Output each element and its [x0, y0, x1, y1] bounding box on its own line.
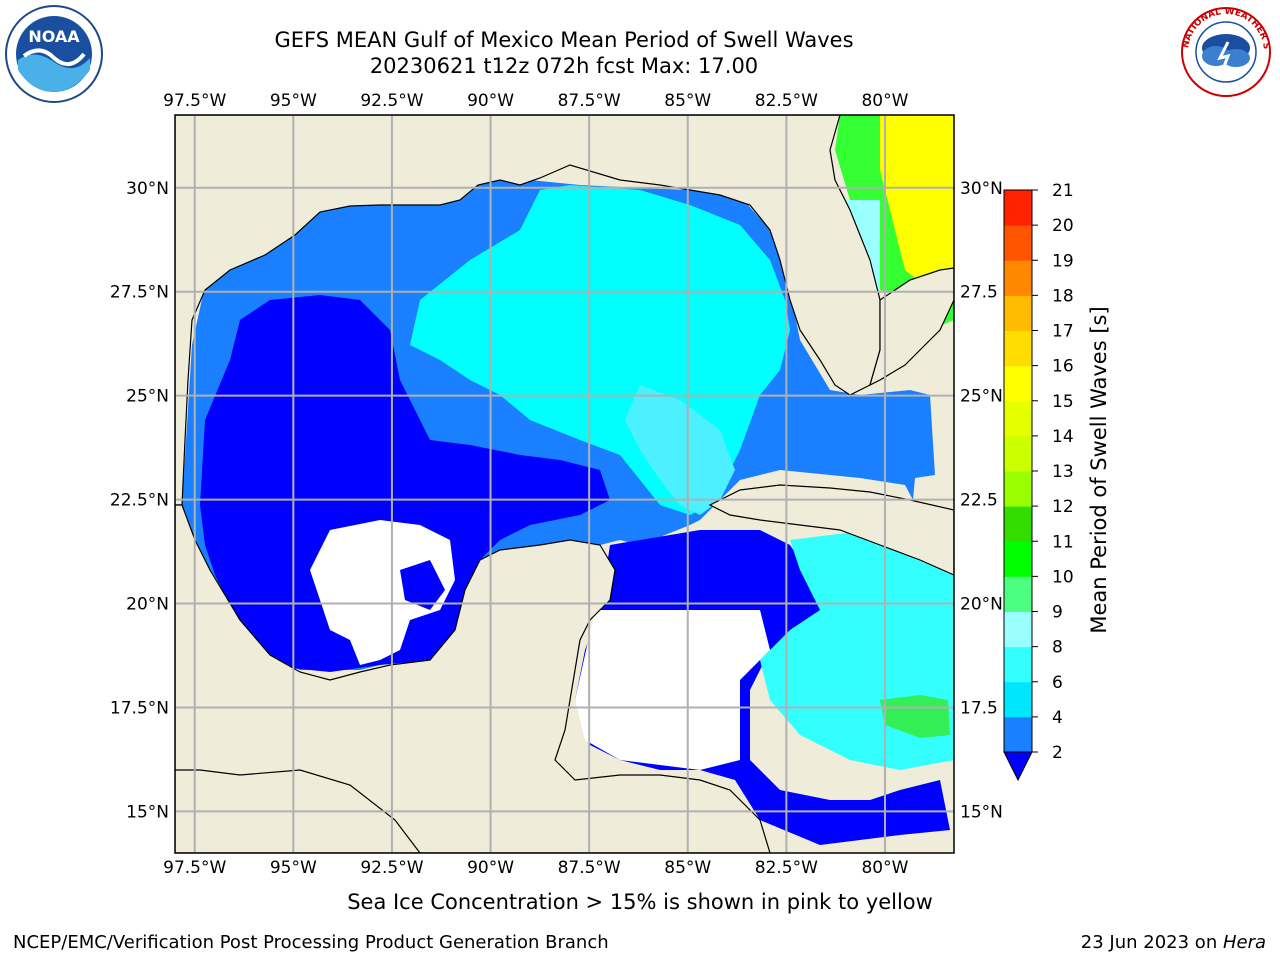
colorbar-extend-arrow: [1003, 751, 1033, 782]
map-area: [175, 115, 954, 853]
noaa-logo-icon: NOAA: [5, 5, 103, 103]
region-atlantic-yellow: [880, 115, 954, 300]
lon-labels-bottom: 97.5°W 95°W 92.5°W 90°W 87.5°W 85°W 82.5°W 80°W: [163, 858, 908, 878]
colorbar-swatch: [1004, 330, 1032, 367]
chart-title: GEFS MEAN Gulf of Mexico Mean Period of …: [274, 28, 854, 52]
lat-label-left: 22.5°N: [110, 491, 169, 511]
noaa-logo-text: NOAA: [28, 27, 80, 46]
chart-subtitle: 20230621 t12z 072h fcst Max: 17.00: [369, 54, 759, 78]
colorbar-swatch: [1004, 471, 1032, 507]
graticule: [175, 115, 954, 853]
colorbar-swatch: [1004, 541, 1032, 577]
colorbar-swatch: [1004, 400, 1032, 437]
region-nodata-west-inner: [400, 560, 445, 610]
colorbar-tick-label: 8: [1052, 638, 1063, 658]
land-florida-south: [869, 267, 954, 387]
lon-label-bottom: 87.5°W: [558, 858, 621, 878]
lon-label-bottom: 92.5°W: [360, 858, 423, 878]
colorbar-tick-label: 21: [1052, 181, 1074, 201]
colorbar-tick-label: 9: [1052, 603, 1063, 623]
footer-date: 23 Jun 2023 on Hera: [1081, 932, 1266, 953]
colorbar-tick-label: 15: [1052, 392, 1074, 412]
colorbar-tick-label: 2: [1052, 743, 1063, 763]
lat-label-right: 30°N: [960, 179, 1003, 199]
region-caribbean-green: [880, 695, 950, 738]
region-caribbean-white-pocket: [575, 610, 770, 770]
lat-label-left: 20°N: [126, 595, 169, 615]
colorbar-swatch: [1004, 716, 1032, 753]
lon-label-bottom: 85°W: [664, 858, 711, 878]
colorbar-swatch: [1004, 506, 1032, 542]
lon-label-bottom: 95°W: [270, 858, 317, 878]
lat-label-right: 22.5: [960, 491, 998, 511]
colorbar-tick-label: 13: [1052, 462, 1074, 482]
lat-label-right: 17.5: [960, 698, 998, 718]
lon-label-top: 97.5°W: [163, 91, 226, 111]
colorbar-swatch: [1004, 681, 1032, 718]
colorbar-tick-label: 16: [1052, 357, 1074, 377]
map-frame: [174, 114, 955, 854]
colorbar-swatch: [1004, 365, 1032, 402]
colorbar-tick-label: 4: [1052, 708, 1063, 728]
sea-ice-caption: Sea Ice Concentration > 15% is shown in …: [347, 890, 933, 914]
colorbar-tick-label: 19: [1052, 251, 1074, 271]
lat-label-left: 15°N: [126, 802, 169, 822]
colorbar-swatch: [1004, 260, 1032, 296]
lat-label-left: 25°N: [126, 387, 169, 407]
colorbar-tick-label: 17: [1052, 322, 1074, 342]
lat-label-right: 15°N: [960, 802, 1003, 822]
lon-label-top: 92.5°W: [360, 91, 423, 111]
region-central-light-cyan: [625, 385, 735, 515]
lat-label-left: 27.5°N: [110, 283, 169, 303]
colorbar-swatch: [1004, 646, 1032, 683]
lat-labels-left: 30°N 27.5°N 25°N 22.5°N 20°N 17.5°N 15°N: [110, 179, 169, 823]
nws-logo-icon: NATIONAL WEATHER SERVICE: [1176, 4, 1271, 97]
lon-label-bottom: 80°W: [861, 858, 908, 878]
colorbar-tick-label: 14: [1052, 427, 1074, 447]
lat-label-right: 25°N: [960, 387, 1003, 407]
colorbar-tick-label: 6: [1052, 673, 1063, 693]
lon-label-bottom: 82.5°W: [755, 858, 818, 878]
colorbar-tick-label: 12: [1052, 497, 1074, 517]
colorbar-swatch: [1004, 225, 1032, 261]
colorbar-swatch: [1004, 576, 1032, 612]
region-nodata-west: [310, 520, 455, 665]
lon-label-top: 87.5°W: [558, 91, 621, 111]
lon-label-top: 85°W: [664, 91, 711, 111]
land-cuba: [708, 484, 954, 576]
footer-credit: NCEP/EMC/Verification Post Processing Pr…: [13, 932, 609, 953]
lon-label-bottom: 97.5°W: [163, 858, 226, 878]
lat-label-right: 20°N: [960, 595, 1003, 615]
lon-label-bottom: 90°W: [467, 858, 514, 878]
colorbar-swatch: [1004, 295, 1032, 331]
footer-date-text: 23 Jun 2023 on: [1080, 932, 1223, 953]
lon-label-top: 82.5°W: [755, 91, 818, 111]
land-mexico: [175, 504, 771, 853]
region-deep-gulf-blue: [200, 295, 610, 672]
lat-label-left: 30°N: [126, 179, 169, 199]
colorbar-tick-label: 18: [1052, 286, 1074, 306]
colorbar-tick-label: 10: [1052, 567, 1074, 587]
footer-host: Hera: [1222, 932, 1266, 953]
lat-labels-right: 30°N 27.5 25°N 22.5 20°N 17.5 15°N: [960, 179, 1003, 823]
lon-labels-top: 97.5°W 95°W 92.5°W 90°W 87.5°W 85°W 82.5°W 80°W: [163, 91, 908, 111]
lon-label-top: 90°W: [467, 91, 514, 111]
colorbar-tick-label: 20: [1052, 216, 1074, 236]
colorbar-swatch: [1004, 611, 1032, 648]
region-caribbean-blue: [575, 530, 950, 845]
lat-label-right: 27.5: [960, 283, 998, 303]
colorbar-swatch: [1004, 435, 1032, 472]
lon-label-top: 95°W: [270, 91, 317, 111]
lon-label-top: 80°W: [861, 91, 908, 111]
colorbar-tick-label: 11: [1052, 532, 1074, 552]
colorbar: 2 4 6 8 9 10 11 12 13 14 15 16 17 18 19 20 21: [1003, 181, 1074, 782]
colorbar-label: Mean Period of Swell Waves [s]: [1087, 306, 1111, 633]
colorbar-swatch: [1004, 190, 1032, 226]
lat-label-left: 17.5°N: [110, 698, 169, 718]
